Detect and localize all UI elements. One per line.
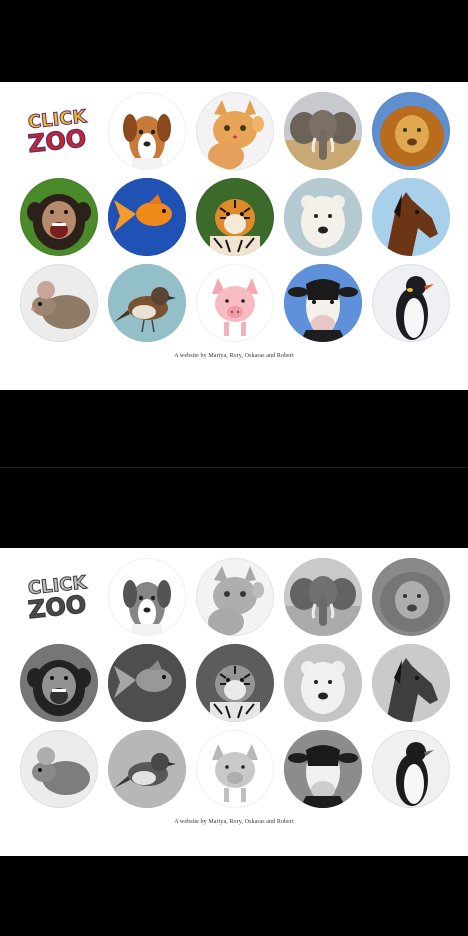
animal-cow[interactable] [284, 264, 362, 342]
site-credit-grayscale: A website by Mariya, Rory, Oskaras and R… [174, 819, 294, 825]
animal-cat[interactable] [196, 92, 274, 170]
animal-chimpanzee[interactable] [20, 178, 98, 256]
animal-horse-grayscale[interactable] [372, 644, 450, 722]
animal-mouse[interactable] [20, 264, 98, 342]
svg-text:ZOO: ZOO [27, 590, 88, 624]
animal-penguin[interactable] [372, 264, 450, 342]
animal-cow-grayscale[interactable] [284, 730, 362, 808]
divider [0, 467, 468, 468]
click-zoo-logo-grayscale[interactable]: CLICK ZOO [20, 562, 98, 640]
animal-penguin-grayscale[interactable] [372, 730, 450, 808]
animal-goldfish-grayscale[interactable] [108, 644, 186, 722]
animal-lion-grayscale[interactable] [372, 558, 450, 636]
animal-goldfish[interactable] [108, 178, 186, 256]
animal-elephant[interactable] [284, 92, 362, 170]
site-credit: A website by Mariya, Rory, Oskaras and R… [174, 353, 294, 359]
animal-cat-grayscale[interactable] [196, 558, 274, 636]
animal-pig[interactable] [196, 264, 274, 342]
animal-grid-grayscale: CLICK ZOO [20, 558, 450, 808]
color-gallery-panel: CLICK ZOO [0, 82, 468, 390]
animal-tiger[interactable] [196, 178, 274, 256]
animal-mouse-grayscale[interactable] [20, 730, 98, 808]
click-zoo-logo[interactable]: CLICK ZOO [20, 96, 98, 174]
svg-text:ZOO: ZOO [27, 124, 88, 158]
grayscale-gallery-panel: CLICK ZOO [0, 548, 468, 856]
animal-elephant-grayscale[interactable] [284, 558, 362, 636]
animal-chimpanzee-grayscale[interactable] [20, 644, 98, 722]
animal-lion[interactable] [372, 92, 450, 170]
animal-sparrow-grayscale[interactable] [108, 730, 186, 808]
animal-horse[interactable] [372, 178, 450, 256]
animal-sparrow[interactable] [108, 264, 186, 342]
animal-grid: CLICK ZOO [20, 92, 450, 342]
animal-polar-bear-grayscale[interactable] [284, 644, 362, 722]
animal-dog[interactable] [108, 92, 186, 170]
animal-tiger-grayscale[interactable] [196, 644, 274, 722]
animal-polar-bear[interactable] [284, 178, 362, 256]
animal-pig-grayscale[interactable] [196, 730, 274, 808]
animal-dog-grayscale[interactable] [108, 558, 186, 636]
